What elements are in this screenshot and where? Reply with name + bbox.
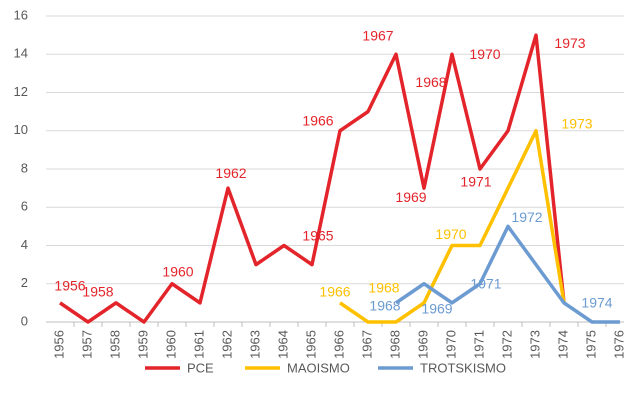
legend-label: MAOISMO — [287, 360, 350, 375]
annotation: 1966 — [319, 284, 350, 300]
x-tick-label: 1968 — [387, 330, 402, 359]
annotation: 1973 — [561, 115, 592, 131]
legend-label: TROTSKISMO — [420, 360, 506, 375]
y-tick-label: 12 — [14, 84, 28, 99]
y-tick-label: 14 — [14, 46, 28, 61]
x-tick-label: 1970 — [443, 330, 458, 359]
annotation: 1968 — [368, 280, 399, 296]
annotation: 1968 — [369, 298, 400, 314]
series-line — [59, 33, 566, 324]
x-tick-label: 1969 — [415, 330, 430, 359]
x-tick-label: 1956 — [51, 330, 66, 359]
annotation: 1974 — [581, 295, 612, 311]
annotation: 1970 — [469, 46, 500, 62]
annotation: 1969 — [421, 300, 452, 316]
series-line — [339, 129, 566, 324]
annotation: 1971 — [460, 174, 491, 190]
x-tick-label: 1971 — [471, 330, 486, 359]
annotation: 1971 — [470, 275, 501, 291]
annotation: 1973 — [554, 35, 585, 51]
y-tick-label: 16 — [14, 7, 28, 22]
y-tick-label: 4 — [21, 237, 28, 252]
series-line — [395, 224, 620, 324]
y-tick-label: 0 — [21, 313, 28, 328]
annotation: 1967 — [362, 27, 393, 43]
annotation: 1960 — [162, 263, 193, 279]
x-tick-label: 1961 — [191, 330, 206, 359]
annotation: 1970 — [435, 226, 466, 242]
x-tick-label: 1959 — [135, 330, 150, 359]
y-tick-label: 2 — [21, 275, 28, 290]
legend-label: PCE — [187, 360, 214, 375]
annotation: 1972 — [511, 209, 542, 225]
x-tick-label: 1958 — [107, 330, 122, 359]
annotation: 1969 — [395, 189, 426, 205]
x-tick-label: 1963 — [247, 330, 262, 359]
y-tick-label: 6 — [21, 199, 28, 214]
x-tick-label: 1965 — [303, 330, 318, 359]
annotation: 1965 — [302, 227, 333, 243]
annotation: 1956 — [54, 278, 85, 294]
x-tick-label: 1974 — [555, 330, 570, 359]
annotation: 1958 — [82, 284, 113, 300]
x-tick-label: 1973 — [527, 330, 542, 359]
annotation: 1962 — [215, 165, 246, 181]
x-tick-label: 1962 — [219, 330, 234, 359]
x-tick-label: 1976 — [611, 330, 626, 359]
y-tick-label: 8 — [21, 160, 28, 175]
x-tick-label: 1966 — [331, 330, 346, 359]
annotation: 1968 — [415, 74, 446, 90]
y-tick-label: 10 — [14, 122, 28, 137]
annotation: 1966 — [302, 112, 333, 128]
x-tick-label: 1960 — [163, 330, 178, 359]
x-tick-label: 1957 — [79, 330, 94, 359]
x-tick-label: 1975 — [583, 330, 598, 359]
x-tick-label: 1964 — [275, 330, 290, 359]
x-tick-label: 1967 — [359, 330, 374, 359]
x-tick-label: 1972 — [499, 330, 514, 359]
